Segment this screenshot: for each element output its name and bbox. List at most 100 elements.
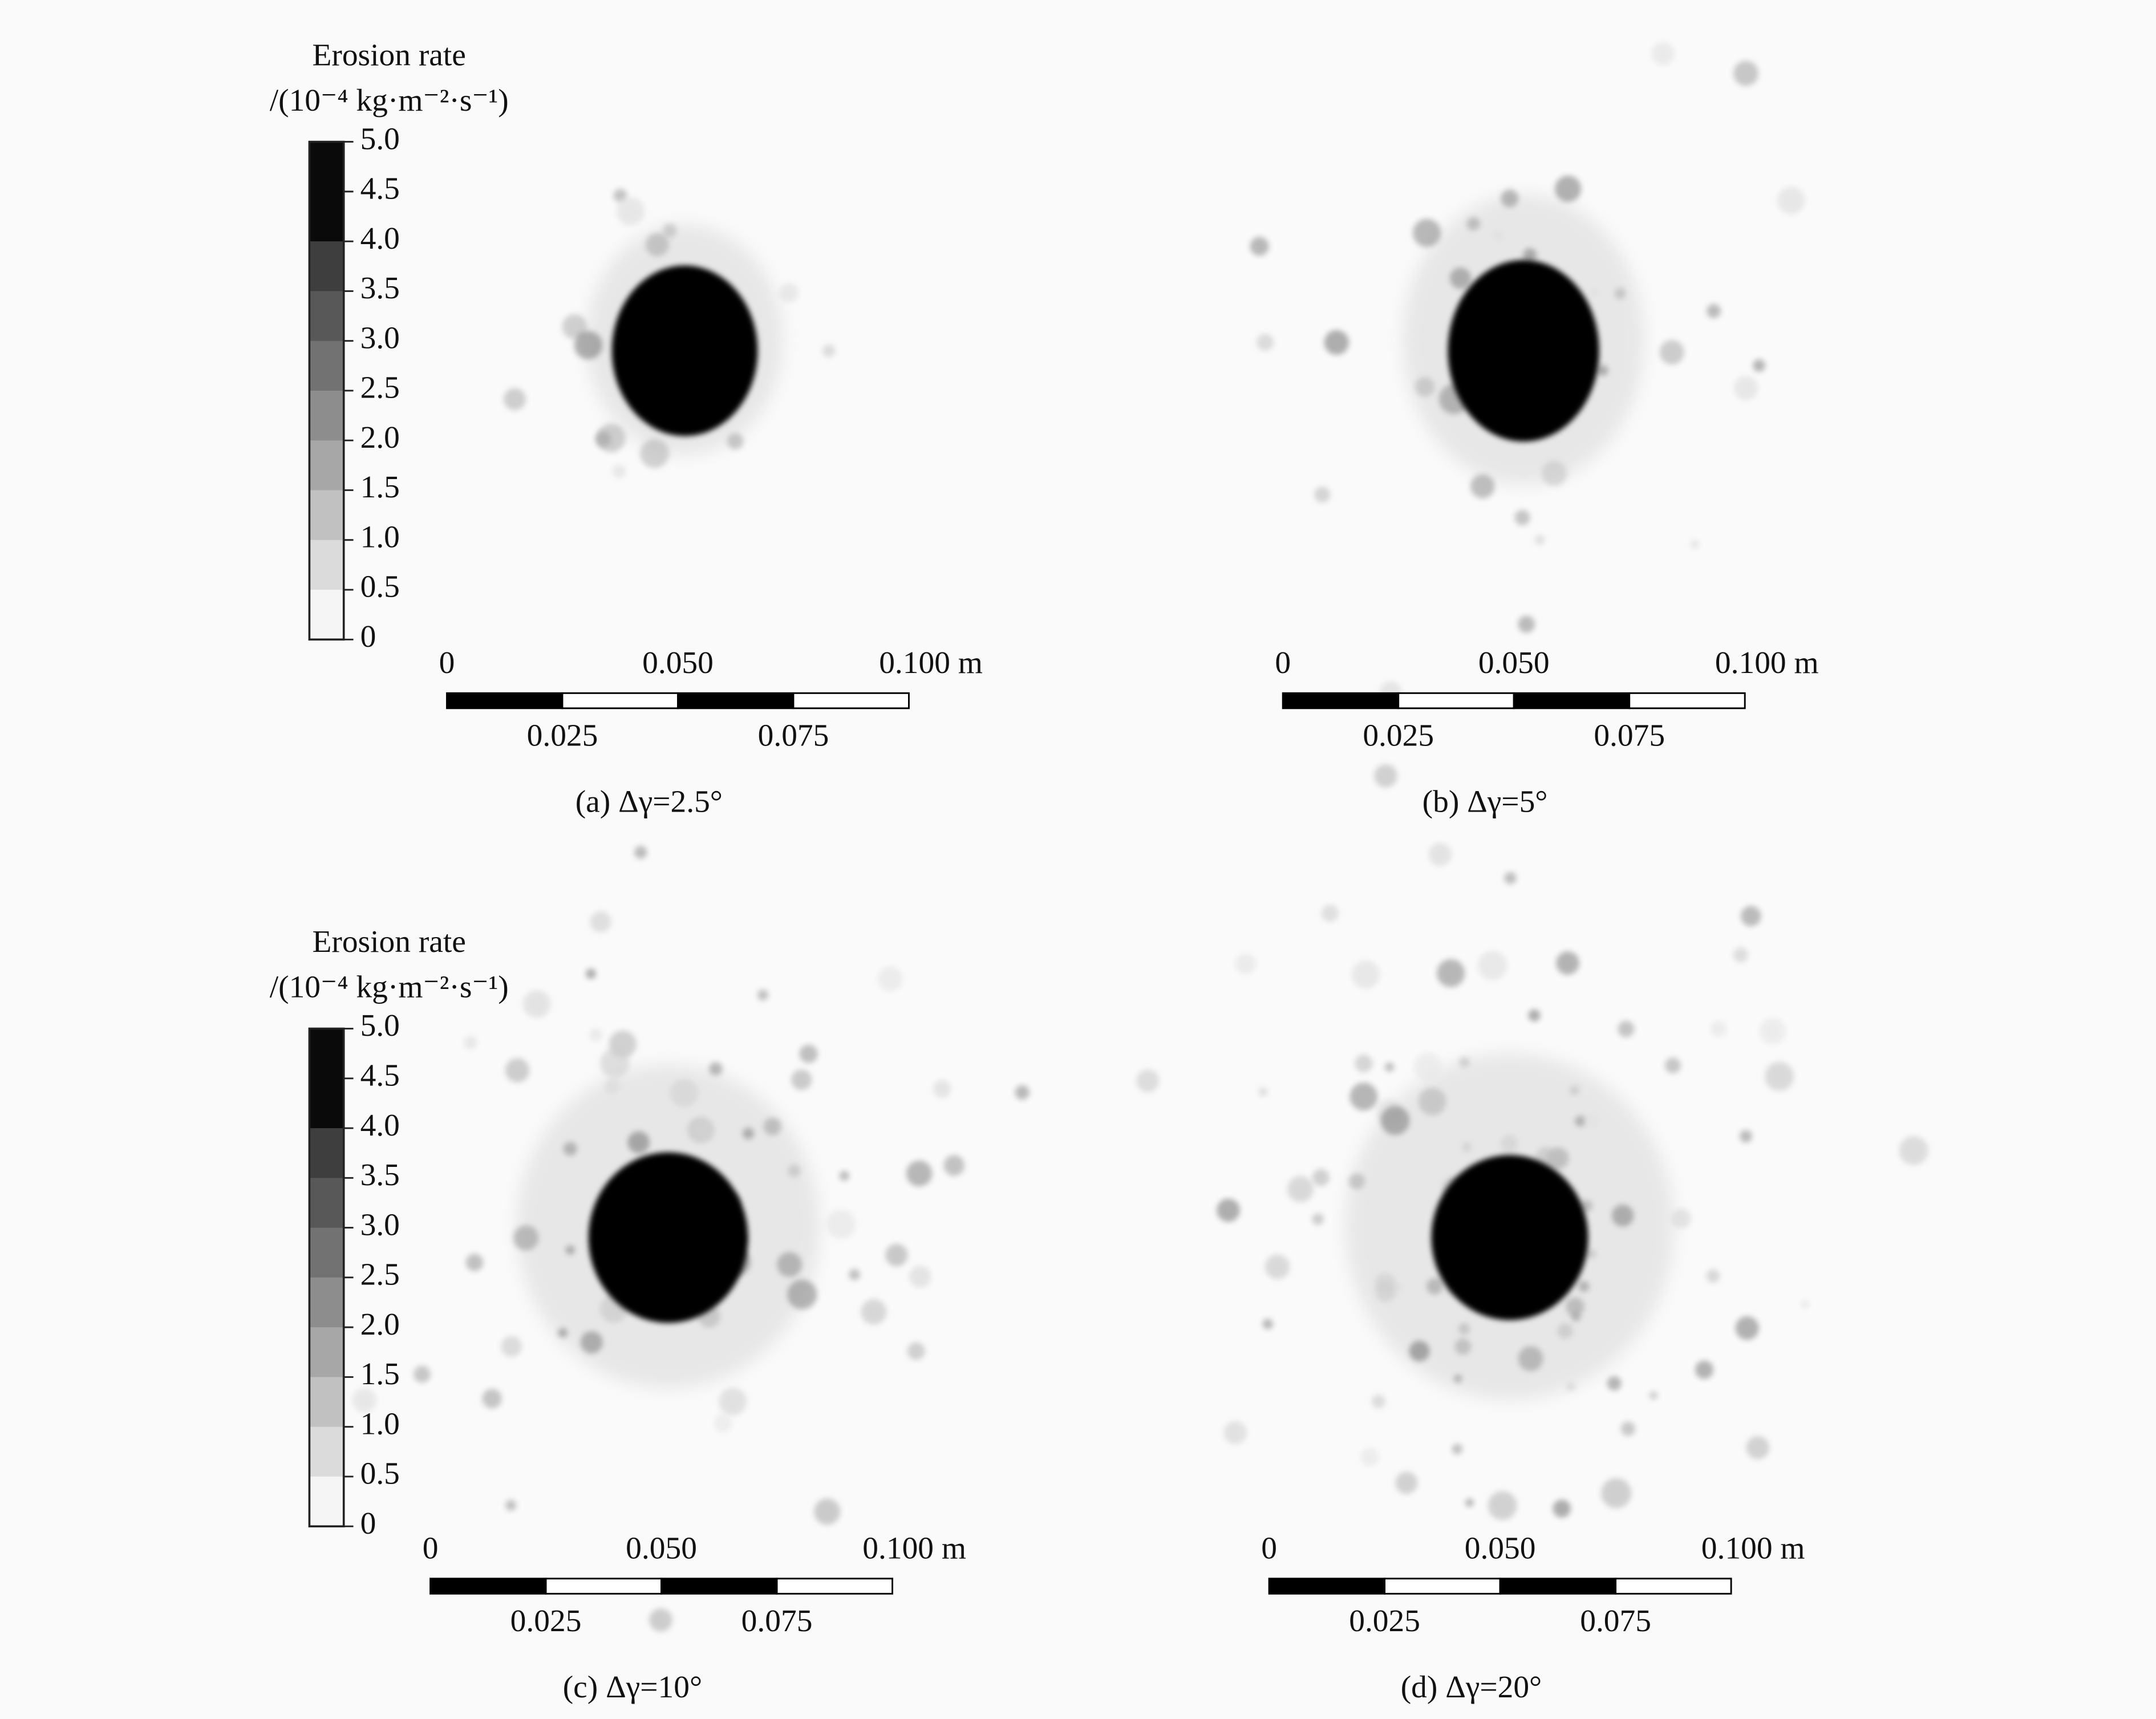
erosion-speck bbox=[1523, 248, 1537, 262]
erosion-core bbox=[611, 265, 758, 436]
scale-segment bbox=[561, 692, 679, 710]
erosion-speck bbox=[757, 989, 769, 1001]
erosion-speck bbox=[1384, 1062, 1395, 1072]
erosion-speck bbox=[1314, 486, 1331, 503]
colorbar-tick-label: 3.5 bbox=[360, 270, 400, 305]
erosion-speck bbox=[1735, 1316, 1759, 1340]
erosion-speck bbox=[1899, 1136, 1928, 1165]
scale-label: 0.100 m bbox=[1715, 645, 1819, 680]
erosion-speck bbox=[1614, 287, 1626, 299]
erosion-speck bbox=[1528, 1009, 1541, 1022]
erosion-speck bbox=[943, 1155, 964, 1176]
colorbar-bin bbox=[309, 1128, 344, 1179]
erosion-speck bbox=[1618, 1020, 1635, 1037]
erosion-speck bbox=[1324, 330, 1349, 355]
erosion-speck bbox=[1470, 474, 1495, 498]
erosion-speck bbox=[1534, 534, 1545, 545]
erosion-speck bbox=[1566, 1297, 1584, 1316]
scale-label: 0.050 bbox=[1478, 645, 1550, 680]
erosion-speck bbox=[839, 1170, 849, 1181]
erosion-speck bbox=[1566, 1382, 1575, 1391]
erosion-speck bbox=[1395, 1471, 1418, 1494]
erosion-speck bbox=[1733, 60, 1759, 86]
erosion-speck bbox=[1801, 1300, 1810, 1309]
erosion-speck bbox=[1777, 187, 1805, 214]
erosion-speck bbox=[1360, 1448, 1379, 1466]
erosion-speck bbox=[605, 1078, 621, 1094]
colorbar: Erosion rate /(10⁻⁴ kg·m⁻²·s⁻¹) 5.0 4.5 4.0 3… bbox=[270, 37, 509, 654]
panel: 0 0.050 0.100 m 0.025 0.075 (b) Δγ=5° bbox=[1250, 42, 1819, 818]
erosion-speck bbox=[1611, 1204, 1634, 1227]
colorbar-tick-label: 1.5 bbox=[360, 1356, 400, 1391]
erosion-speck bbox=[1575, 1116, 1586, 1127]
erosion-speck bbox=[1711, 1020, 1727, 1037]
scale-segment bbox=[660, 1578, 778, 1595]
colorbar-bin bbox=[309, 490, 344, 541]
colorbar-bin bbox=[309, 241, 344, 292]
panel-caption: (a) Δγ=2.5° bbox=[576, 784, 723, 818]
erosion-speck bbox=[1349, 1083, 1378, 1111]
erosion-speck bbox=[826, 1209, 856, 1239]
erosion-speck bbox=[1569, 1085, 1580, 1096]
colorbar-tick-label: 3.0 bbox=[360, 1207, 400, 1242]
erosion-speck bbox=[788, 1164, 801, 1178]
scale-label: 0.100 m bbox=[862, 1530, 966, 1565]
erosion-speck bbox=[1690, 540, 1700, 549]
colorbar-tick-label: 4.5 bbox=[360, 171, 400, 206]
scale-label: 0.050 bbox=[626, 1530, 697, 1565]
erosion-speck bbox=[1765, 1061, 1794, 1091]
erosion-speck bbox=[1287, 1175, 1314, 1202]
erosion-speck bbox=[1753, 359, 1766, 372]
scale-label: 0.025 bbox=[510, 1603, 582, 1638]
erosion-speck bbox=[616, 197, 645, 226]
scale-label: 0.075 bbox=[741, 1603, 813, 1638]
erosion-speck bbox=[565, 1245, 575, 1255]
erosion-speck bbox=[613, 188, 627, 202]
colorbar-bin bbox=[309, 1377, 344, 1428]
colorbar-bin bbox=[309, 291, 344, 342]
erosion-speck bbox=[1265, 1254, 1290, 1279]
erosion-speck bbox=[1514, 509, 1530, 526]
panel: 0 0.050 0.100 m 0.025 0.075 (c) Δγ=10° bbox=[352, 846, 1030, 1704]
erosion-speck bbox=[1250, 237, 1269, 256]
erosion-speck bbox=[849, 1268, 861, 1280]
colorbar-bin bbox=[309, 1028, 344, 1079]
erosion-core bbox=[1431, 1155, 1588, 1320]
scale-label: 0 bbox=[423, 1530, 439, 1565]
erosion-speck bbox=[1733, 947, 1748, 963]
erosion-speck bbox=[1453, 1375, 1462, 1383]
erosion-speck bbox=[1607, 1376, 1622, 1391]
erosion-speck bbox=[1557, 1323, 1573, 1339]
colorbar-tick-label: 2.0 bbox=[360, 420, 400, 455]
erosion-speck bbox=[877, 966, 903, 992]
scale-segment bbox=[1628, 692, 1746, 710]
panel-caption: (c) Δγ=10° bbox=[563, 1669, 702, 1704]
erosion-speck bbox=[513, 1225, 539, 1251]
erosion-speck bbox=[1380, 1106, 1410, 1135]
erosion-speck bbox=[1355, 1055, 1373, 1073]
erosion-speck bbox=[906, 1160, 933, 1187]
panel-caption: (d) Δγ=20° bbox=[1401, 1669, 1542, 1704]
erosion-speck bbox=[1620, 1421, 1636, 1436]
scale-segment bbox=[545, 1578, 662, 1595]
colorbar-tick-label: 5.0 bbox=[360, 121, 400, 156]
erosion-speck bbox=[599, 1048, 630, 1079]
erosion-speck bbox=[1374, 764, 1397, 788]
erosion-speck bbox=[1015, 1085, 1030, 1100]
erosion-speck bbox=[1706, 1269, 1720, 1283]
colorbar-bin bbox=[309, 340, 344, 392]
erosion-core bbox=[1448, 260, 1599, 442]
erosion-core bbox=[588, 1152, 748, 1323]
erosion-speck bbox=[562, 314, 587, 339]
erosion-speck bbox=[464, 1036, 477, 1049]
colorbar-title: Erosion rate bbox=[313, 37, 466, 72]
colorbar-bin bbox=[309, 1476, 344, 1527]
panel: 0 0.050 0.100 m 0.025 0.075 (d) Δγ=20° bbox=[1136, 764, 1928, 1704]
erosion-speck bbox=[1312, 1169, 1330, 1186]
erosion-speck bbox=[1695, 1360, 1714, 1379]
erosion-speck bbox=[1312, 1213, 1324, 1225]
erosion-speck bbox=[885, 1244, 908, 1267]
erosion-speck bbox=[634, 846, 647, 859]
erosion-speck bbox=[907, 1342, 925, 1360]
